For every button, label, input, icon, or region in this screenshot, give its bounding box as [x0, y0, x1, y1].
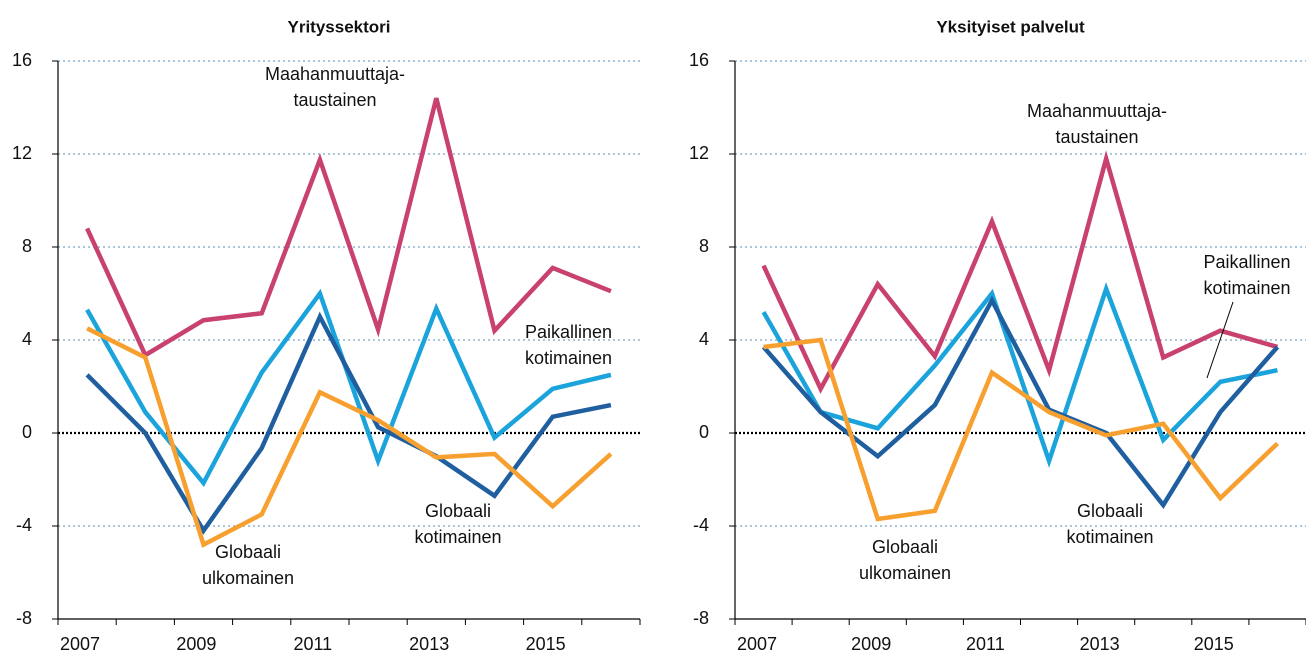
annotation: Globaali	[1077, 501, 1143, 521]
annotation: kotimainen	[525, 348, 612, 368]
x-tick-label: 2007	[60, 634, 100, 654]
y-tick-label: 12	[689, 143, 709, 163]
chart-title: Yrityssektori	[288, 17, 391, 36]
series-line	[761, 282, 1278, 468]
y-tick-label: -8	[16, 608, 32, 628]
y-tick-label: 8	[699, 236, 709, 256]
annotation: kotimainen	[414, 527, 501, 547]
annotation: taustainen	[1055, 127, 1138, 147]
annotation: Maahanmuuttaja-	[265, 64, 405, 84]
annotation: ulkomainen	[859, 563, 951, 583]
annotation: ulkomainen	[202, 568, 294, 588]
annotation: Globaali	[425, 501, 491, 521]
y-tick-label: -4	[16, 515, 32, 535]
y-tick-label: 4	[22, 329, 32, 349]
annotation: Globaali	[872, 537, 938, 557]
y-tick-label: 0	[22, 422, 32, 442]
y-tick-label: 0	[699, 422, 709, 442]
x-tick-label: 2013	[409, 634, 449, 654]
x-tick-label: 2015	[1194, 634, 1234, 654]
x-tick-label: 2011	[293, 634, 332, 654]
y-tick-label: 8	[22, 236, 32, 256]
x-tick-label: 2007	[737, 634, 777, 654]
annotation-pointer	[1206, 301, 1234, 379]
annotation: Maahanmuuttaja-	[1027, 101, 1167, 121]
series-line	[85, 97, 612, 359]
series-line	[763, 337, 1280, 522]
x-tick-label: 2009	[851, 634, 891, 654]
series-line	[86, 326, 613, 548]
y-tick-label: 16	[689, 50, 709, 70]
y-tick-label: 16	[12, 50, 32, 70]
chart-title: Yksityiset palvelut	[936, 17, 1085, 36]
y-tick-label: 12	[12, 143, 32, 163]
x-tick-label: 2009	[176, 634, 216, 654]
y-tick-label: -8	[693, 608, 709, 628]
x-tick-label: 2011	[966, 634, 1005, 654]
y-tick-label: -4	[693, 515, 709, 535]
x-tick-label: 2015	[526, 634, 566, 654]
annotation: kotimainen	[1066, 527, 1153, 547]
x-tick-label: 2013	[1080, 634, 1120, 654]
annotation: Globaali	[215, 542, 281, 562]
annotation: Paikallinen	[525, 322, 612, 342]
y-tick-label: 4	[699, 329, 709, 349]
annotation: Paikallinen	[1203, 252, 1290, 272]
series-line	[761, 150, 1279, 394]
annotation: kotimainen	[1203, 278, 1290, 298]
series-line	[85, 311, 612, 535]
annotation: taustainen	[293, 90, 376, 110]
